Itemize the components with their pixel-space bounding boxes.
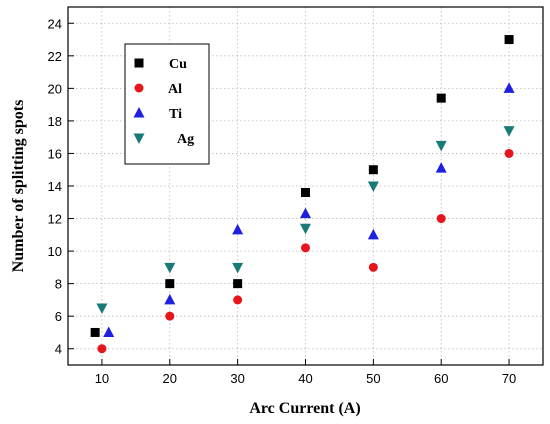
data-point-cu [233,279,243,289]
data-point-ag [164,262,176,274]
series-ag [96,126,515,315]
data-points [90,35,515,354]
legend-label-al: Al [168,82,182,97]
plot-frame [67,6,544,366]
x-tick-label: 40 [298,371,312,386]
y-tick-label: 6 [55,309,62,324]
data-point-ag [503,126,515,137]
data-point-cu [436,93,446,103]
x-tick-label: 60 [434,371,448,386]
y-tick-label: 14 [48,179,62,194]
y-tick-label: 16 [48,146,62,161]
y-tick-labels: 4 6 8 10 12 14 16 18 20 22 24 [48,16,62,356]
data-point-al [436,214,446,224]
y-axis-label: Number of splitting spots [10,100,27,273]
x-axis-label: Arc Current (A) [249,400,360,417]
y-tick-label: 22 [48,49,62,64]
data-point-cu [504,35,514,45]
y-tick-label: 18 [48,114,62,129]
y-tick-label: 24 [48,16,62,31]
legend-marker-ag [133,133,145,144]
data-point-ag [300,223,311,235]
legend: Cu Al Ti Ag [124,43,210,165]
data-point-cu [90,327,100,337]
y-tick-label: 8 [55,277,62,292]
data-point-ag [96,303,108,315]
x-tick-label: 50 [366,371,380,386]
x-tick-label: 20 [163,371,177,386]
x-tick-label: 30 [230,371,244,386]
legend-label-ag: Ag [177,132,194,147]
data-point-al [165,311,175,321]
y-tick-label: 4 [55,342,62,357]
data-point-al [368,262,378,272]
data-point-al [97,344,107,354]
series-ti [103,82,515,337]
data-point-al [301,243,310,253]
series-cu [90,35,514,337]
y-tick-label: 10 [48,244,62,259]
data-point-cu [301,188,310,198]
data-point-ti [435,162,447,173]
data-point-ti [103,326,115,337]
data-point-ti [300,207,311,219]
data-point-al [233,295,243,305]
legend-marker-cu [134,58,144,68]
data-point-cu [165,279,175,289]
data-point-ti [367,228,379,240]
legend-marker-ti [133,107,145,118]
x-tick-labels: 10 20 30 40 50 60 70 [95,371,517,386]
data-point-cu [368,165,378,175]
data-point-al [504,148,514,158]
y-tick-label: 12 [48,212,62,227]
legend-marker-al [134,83,144,93]
series-al [97,148,514,354]
data-point-ti [503,82,515,93]
data-point-ag [367,181,379,192]
y-tick-label: 20 [48,81,62,96]
x-tick-label: 70 [502,371,516,386]
data-point-ti [164,293,176,305]
axis-ticks [68,22,510,365]
legend-label-ti: Ti [169,107,182,122]
x-tick-label: 10 [95,371,109,386]
data-point-ag [232,262,244,274]
legend-label-cu: Cu [169,57,187,72]
data-point-ag [435,140,447,152]
data-point-ti [232,223,244,235]
